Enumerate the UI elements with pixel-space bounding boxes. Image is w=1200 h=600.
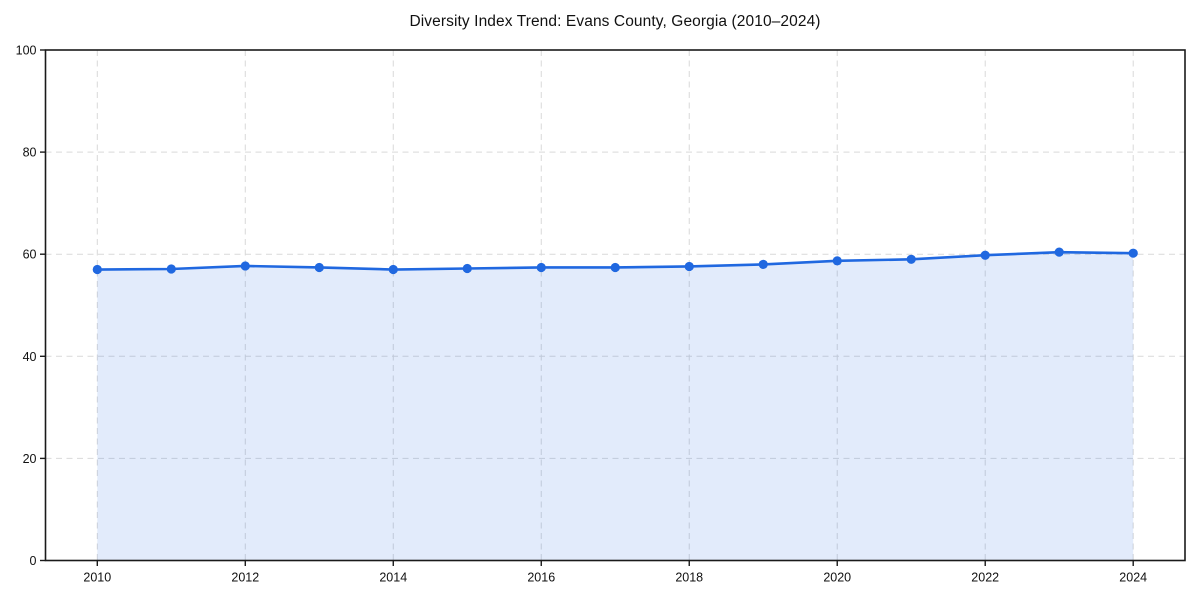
x-tick-label: 2014 <box>379 571 407 585</box>
x-tick-label: 2012 <box>231 571 259 585</box>
data-point-marker <box>92 264 102 275</box>
x-tick-label: 2020 <box>823 571 851 585</box>
x-tick-label: 2010 <box>83 571 111 585</box>
data-point-marker <box>166 264 176 274</box>
data-point-marker <box>388 264 398 275</box>
data-point-marker <box>462 263 472 274</box>
data-point-marker <box>1054 247 1064 257</box>
x-tick-label: 2022 <box>971 571 999 585</box>
y-tick-label: 80 <box>23 146 37 160</box>
data-point-marker <box>684 261 694 272</box>
data-point-marker <box>240 261 250 271</box>
x-tick-label: 2024 <box>1119 571 1147 585</box>
area-fill <box>97 252 1134 561</box>
data-point-marker <box>758 259 768 270</box>
data-point-marker <box>610 262 620 273</box>
y-tick-label: 100 <box>16 44 37 58</box>
y-tick-label: 40 <box>23 350 37 364</box>
x-tick-label: 2016 <box>527 571 555 585</box>
chart-title: Diversity Index Trend: Evans County, Geo… <box>409 13 821 30</box>
data-point-marker <box>314 262 324 273</box>
data-point-marker <box>980 250 990 260</box>
y-tick-label: 0 <box>30 554 37 568</box>
y-tick-label: 20 <box>23 452 37 466</box>
x-tick-label: 2018 <box>675 571 703 585</box>
data-point-marker <box>536 262 546 273</box>
y-tick-label: 60 <box>23 248 37 262</box>
plot-border <box>44 49 1186 562</box>
data-point-marker <box>1128 248 1138 258</box>
data-point-marker <box>906 254 916 264</box>
data-point-marker <box>832 256 842 266</box>
